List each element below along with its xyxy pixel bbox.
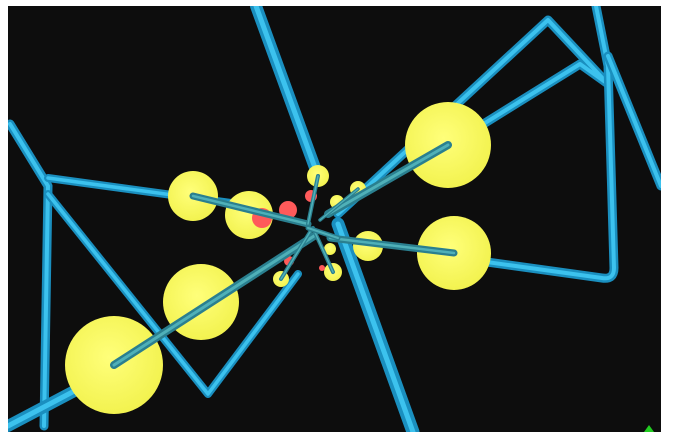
backbone-tubes xyxy=(8,6,661,432)
rod-to-top-right xyxy=(324,141,452,218)
tube-left-lower xyxy=(44,190,302,398)
marker-red-5[interactable] xyxy=(319,265,325,271)
rod-to-center-top xyxy=(306,174,320,226)
bond-rods xyxy=(110,141,458,369)
axis-indicator xyxy=(644,425,654,432)
sphere-center-small-5[interactable] xyxy=(324,243,336,255)
rod-to-left-upper xyxy=(189,192,312,228)
tube-right-edge xyxy=(603,51,661,191)
rod-to-right-mid xyxy=(326,234,458,257)
3d-viewport[interactable] xyxy=(8,6,661,432)
tube-top-diagonal xyxy=(250,6,324,182)
rod-center-hub xyxy=(305,225,341,241)
rod-to-center-small-3 xyxy=(311,226,335,274)
molecule-scene xyxy=(8,6,661,432)
tube-center-down xyxy=(331,217,420,432)
green-triangle-icon xyxy=(644,425,654,432)
rod-to-bottom-left xyxy=(110,232,318,369)
rod-to-center-small-1 xyxy=(318,187,360,222)
tube-right-loop xyxy=(453,6,619,283)
tube-left-loop xyxy=(8,119,53,431)
rod-to-center-small-4 xyxy=(279,230,312,281)
